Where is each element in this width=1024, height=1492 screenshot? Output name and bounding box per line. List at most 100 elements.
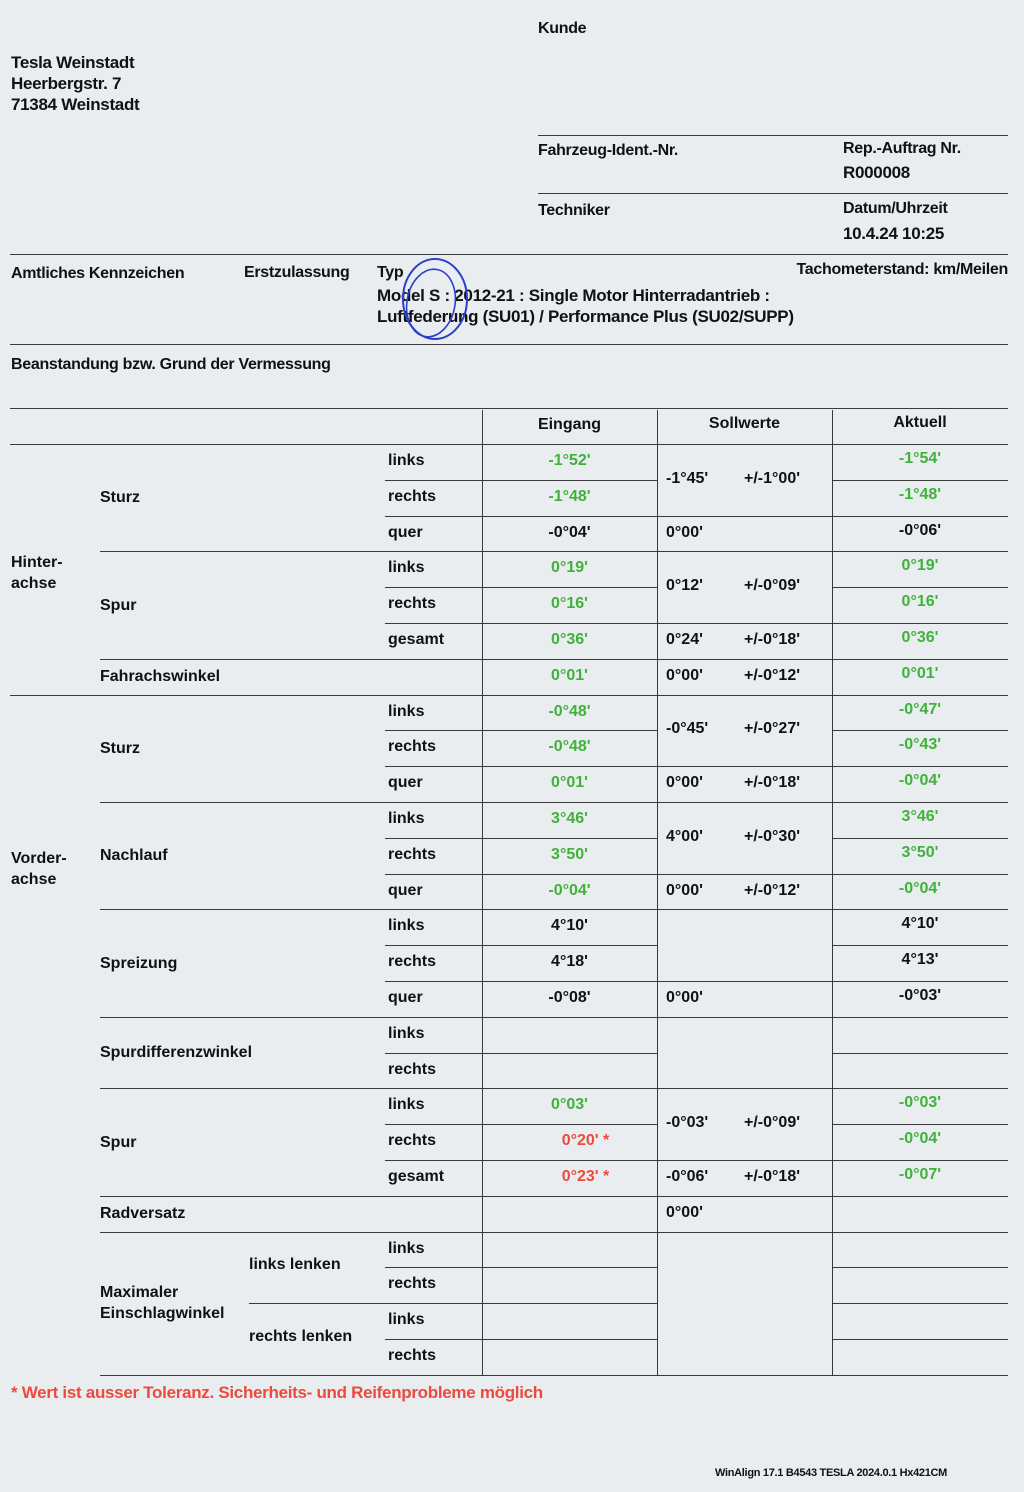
nominal-tolerance: +/-0°27' bbox=[744, 720, 801, 738]
odometer-label: Tachometerstand: km/Meilen bbox=[796, 261, 1008, 278]
order-value: R000008 bbox=[843, 163, 910, 182]
nominal-tolerance: +/-0°18' bbox=[744, 1167, 801, 1185]
row-side-label: links bbox=[388, 1311, 425, 1329]
row-side-label: links bbox=[388, 702, 425, 720]
group-label: Radversatz bbox=[100, 1205, 186, 1223]
row-side-label: gesamt bbox=[388, 1168, 445, 1185]
row-divider bbox=[385, 873, 1008, 875]
nominal-value: 0°00' bbox=[666, 666, 703, 684]
nominal-value: 0°00' bbox=[666, 1203, 703, 1221]
nominal-value: -0°45' bbox=[666, 720, 709, 738]
row-divider bbox=[385, 623, 1008, 624]
eingang-value: 0°36' bbox=[551, 631, 588, 648]
row-side-label: rechts bbox=[388, 845, 437, 863]
eingang-value: -0°48' bbox=[548, 738, 591, 756]
group-label: Sturz bbox=[100, 489, 140, 507]
group-label: Spur bbox=[100, 1133, 137, 1151]
axle-label: Hinter- achse bbox=[11, 554, 63, 592]
row-divider bbox=[385, 587, 657, 589]
aktuell-value: -0°47' bbox=[898, 700, 942, 718]
row-divider bbox=[385, 981, 1008, 982]
row-side-label: quer bbox=[388, 881, 423, 899]
eingang-value: 3°50' bbox=[551, 845, 588, 863]
row-divider bbox=[385, 479, 657, 481]
vehicle-type-line1: Model S : 2012-21 : Single Motor Hinterr… bbox=[377, 286, 770, 305]
aktuell-value: 3°50' bbox=[901, 843, 939, 861]
divider bbox=[10, 344, 1008, 345]
subgroup-label: links lenken bbox=[249, 1256, 341, 1274]
row-side-label: rechts bbox=[388, 1132, 437, 1150]
eingang-value: -1°48' bbox=[548, 487, 591, 505]
row-divider bbox=[832, 945, 1008, 947]
aktuell-value: 3°46' bbox=[901, 808, 939, 825]
row-divider bbox=[385, 1267, 657, 1269]
nominal-value: -1°45' bbox=[666, 469, 709, 487]
nominal-tolerance: +/-0°12' bbox=[744, 666, 801, 684]
row-divider bbox=[100, 802, 1008, 803]
row-side-label: links bbox=[388, 1024, 425, 1042]
row-side-label: links bbox=[388, 452, 425, 469]
aktuell-value: -0°03' bbox=[898, 1094, 942, 1112]
row-divider bbox=[832, 837, 1008, 839]
eingang-value: 4°10' bbox=[551, 917, 588, 935]
column-header-sollwerte: Sollwerte bbox=[708, 415, 781, 432]
nominal-value: -0°06' bbox=[666, 1167, 709, 1185]
row-divider bbox=[832, 587, 1008, 589]
row-divider bbox=[10, 694, 1008, 696]
eingang-value: -0°48' bbox=[548, 702, 591, 720]
row-divider bbox=[100, 1231, 1008, 1233]
row-divider bbox=[385, 945, 657, 947]
group-label: Maximaler Einschlagwinkel bbox=[100, 1284, 225, 1323]
eingang-value: 0°03' bbox=[551, 1096, 588, 1114]
dealer-city: 71384 Weinstadt bbox=[11, 95, 140, 114]
dealer-street: Heerbergstr. 7 bbox=[11, 74, 122, 93]
group-label: Sturz bbox=[100, 739, 140, 757]
column-divider bbox=[482, 410, 483, 1375]
aktuell-value: -0°04' bbox=[898, 772, 942, 790]
aktuell-value: 0°01' bbox=[901, 664, 939, 682]
row-divider bbox=[385, 1339, 657, 1340]
row-side-label: gesamt bbox=[388, 631, 445, 648]
nominal-tolerance: +/-0°18' bbox=[744, 774, 801, 792]
row-side-label: links bbox=[388, 917, 425, 935]
vehicle-type-line2: Luftfederung (SU01) / Performance Plus (… bbox=[377, 307, 794, 326]
nominal-tolerance: +/-0°30' bbox=[744, 827, 801, 845]
aktuell-value: 0°16' bbox=[901, 593, 939, 611]
eingang-value: 3°46' bbox=[551, 810, 588, 827]
row-divider bbox=[832, 479, 1008, 481]
group-label: Nachlauf bbox=[100, 847, 168, 865]
nominal-value: 0°24' bbox=[666, 630, 703, 648]
column-divider bbox=[832, 410, 833, 1375]
technician-label: Techniker bbox=[538, 202, 610, 219]
subgroup-label: rechts lenken bbox=[249, 1328, 353, 1345]
customer-label: Kunde bbox=[538, 20, 587, 37]
column-header-eingang: Eingang bbox=[537, 416, 602, 433]
aktuell-value: -0°43' bbox=[898, 736, 942, 754]
nominal-tolerance: +/-1°00' bbox=[744, 469, 801, 487]
divider bbox=[538, 193, 1008, 194]
row-divider bbox=[832, 1124, 1008, 1126]
datetime-label: Datum/Uhrzeit bbox=[843, 200, 948, 217]
row-divider bbox=[100, 1195, 1008, 1197]
row-divider bbox=[100, 909, 1008, 911]
column-divider bbox=[657, 410, 658, 1375]
row-divider bbox=[385, 1052, 657, 1054]
nominal-tolerance: +/-0°12' bbox=[744, 881, 801, 899]
nominal-value: 0°12' bbox=[666, 577, 703, 595]
tolerance-footnote: * Wert ist ausser Toleranz. Sicherheits-… bbox=[11, 1383, 543, 1402]
row-side-label: links bbox=[388, 810, 425, 827]
row-divider bbox=[832, 1303, 1008, 1305]
nominal-value: 0°00' bbox=[666, 881, 703, 899]
row-divider bbox=[100, 658, 1008, 660]
row-divider bbox=[385, 1124, 657, 1126]
row-divider bbox=[832, 1339, 1008, 1340]
row-divider bbox=[832, 1052, 1008, 1054]
aktuell-value: 4°13' bbox=[901, 951, 939, 969]
aktuell-value: -0°03' bbox=[898, 987, 942, 1004]
row-divider bbox=[100, 1088, 1008, 1090]
aktuell-value: -0°07' bbox=[898, 1166, 942, 1183]
dealer-name: Tesla Weinstadt bbox=[11, 53, 135, 72]
eingang-value: -0°04' bbox=[548, 523, 591, 541]
row-side-label: rechts bbox=[388, 595, 437, 613]
